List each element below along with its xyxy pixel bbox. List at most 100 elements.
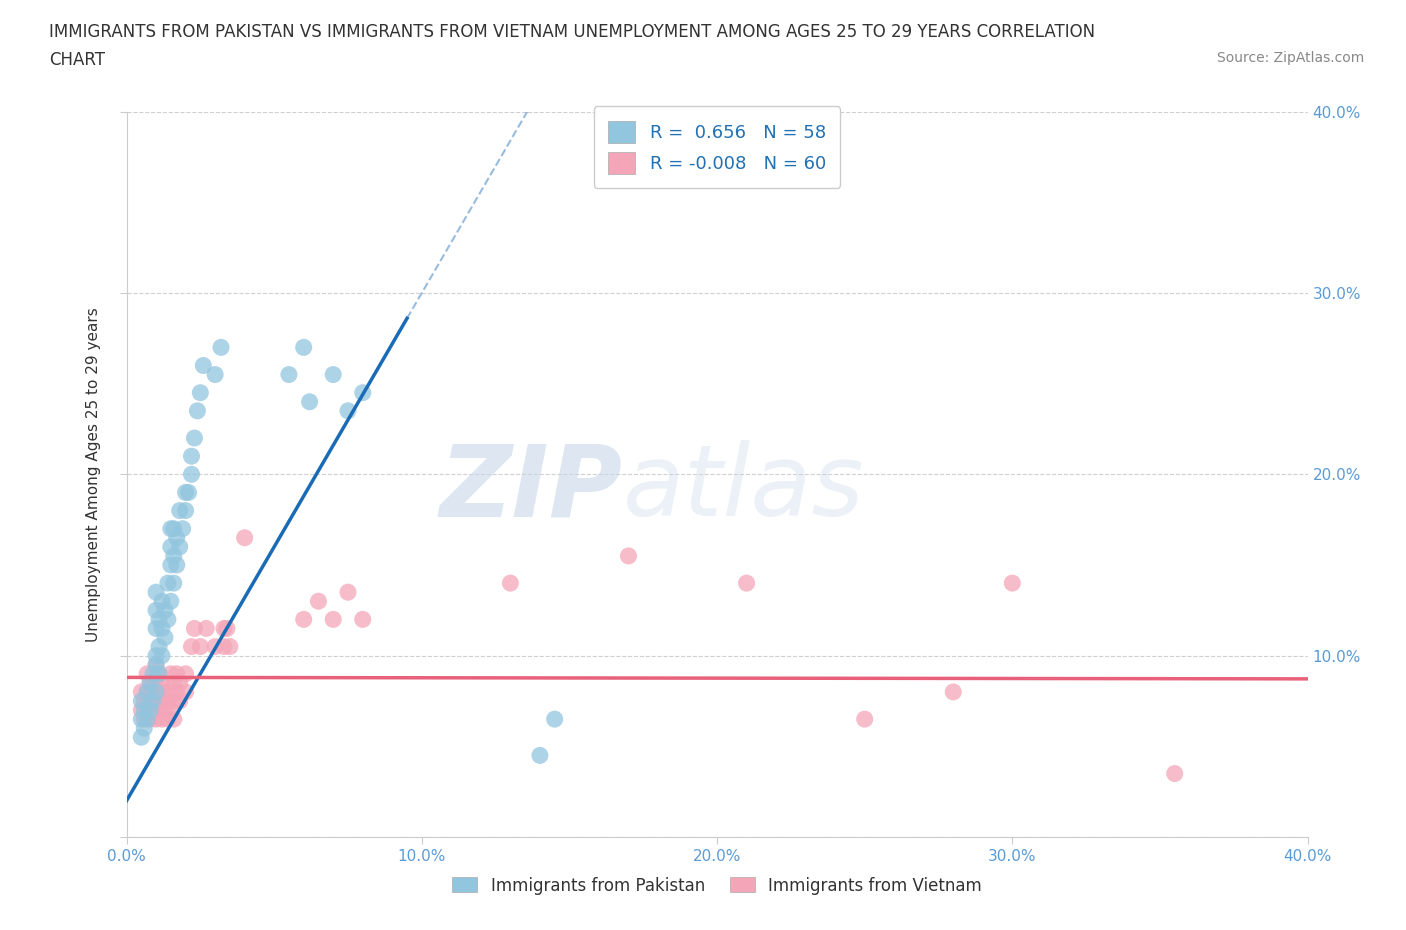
Point — [148, 684, 170, 699]
Point — [136, 684, 159, 699]
Point — [163, 576, 186, 591]
Point — [134, 703, 156, 718]
Point — [145, 658, 167, 672]
Point — [352, 385, 374, 400]
Point — [148, 612, 170, 627]
Point — [145, 694, 167, 709]
Point — [172, 521, 194, 536]
Point — [156, 576, 179, 591]
Point — [150, 594, 173, 609]
Point — [174, 667, 197, 682]
Point — [150, 675, 173, 690]
Point — [212, 639, 235, 654]
Point — [219, 639, 242, 654]
Point — [129, 711, 153, 726]
Point — [153, 603, 176, 618]
Point — [153, 684, 176, 699]
Point — [337, 585, 360, 600]
Point — [298, 394, 321, 409]
Point — [169, 675, 191, 690]
Point — [188, 639, 212, 654]
Point — [163, 694, 186, 709]
Point — [160, 703, 183, 718]
Point — [180, 467, 202, 482]
Point — [139, 703, 162, 718]
Point — [148, 667, 170, 682]
Point — [145, 585, 167, 600]
Point — [156, 612, 179, 627]
Point — [139, 694, 162, 709]
Text: CHART: CHART — [49, 51, 105, 69]
Point — [174, 503, 197, 518]
Point — [186, 404, 208, 418]
Point — [160, 521, 183, 536]
Point — [215, 621, 238, 636]
Point — [129, 684, 153, 699]
Point — [142, 667, 165, 682]
Point — [134, 711, 156, 726]
Point — [148, 703, 170, 718]
Point — [163, 711, 186, 726]
Point — [499, 576, 522, 591]
Point — [180, 639, 202, 654]
Point — [153, 631, 176, 645]
Point — [337, 404, 360, 418]
Point — [136, 667, 159, 682]
Point — [129, 694, 153, 709]
Point — [145, 658, 167, 672]
Point — [212, 621, 235, 636]
Point — [160, 594, 183, 609]
Point — [145, 684, 167, 699]
Point — [166, 684, 188, 699]
Point — [183, 621, 205, 636]
Point — [163, 521, 186, 536]
Point — [145, 621, 167, 636]
Point — [166, 667, 188, 682]
Point — [166, 530, 188, 545]
Point — [134, 721, 156, 736]
Text: Source: ZipAtlas.com: Source: ZipAtlas.com — [1216, 51, 1364, 65]
Point — [145, 675, 167, 690]
Point — [1164, 766, 1187, 781]
Point — [163, 549, 186, 564]
Point — [209, 340, 232, 355]
Point — [134, 694, 156, 709]
Point — [529, 748, 551, 763]
Point — [204, 367, 226, 382]
Point — [160, 684, 183, 699]
Point — [142, 694, 165, 709]
Point — [233, 530, 256, 545]
Point — [292, 612, 315, 627]
Point — [169, 503, 191, 518]
Point — [129, 703, 153, 718]
Point — [148, 667, 170, 682]
Point — [193, 358, 215, 373]
Point — [150, 711, 173, 726]
Point — [136, 684, 159, 699]
Point — [156, 694, 179, 709]
Point — [163, 675, 186, 690]
Text: ZIP: ZIP — [440, 440, 623, 538]
Point — [308, 594, 330, 609]
Point — [188, 385, 212, 400]
Point — [142, 703, 165, 718]
Point — [617, 549, 640, 564]
Point — [174, 485, 197, 500]
Point — [735, 576, 758, 591]
Point — [136, 711, 159, 726]
Point — [136, 703, 159, 718]
Point — [352, 612, 374, 627]
Point — [853, 711, 876, 726]
Point — [139, 675, 162, 690]
Point — [156, 711, 179, 726]
Text: atlas: atlas — [623, 440, 865, 538]
Point — [150, 648, 173, 663]
Point — [139, 675, 162, 690]
Point — [177, 485, 200, 500]
Point — [195, 621, 218, 636]
Point — [292, 340, 315, 355]
Point — [180, 449, 202, 464]
Text: IMMIGRANTS FROM PAKISTAN VS IMMIGRANTS FROM VIETNAM UNEMPLOYMENT AMONG AGES 25 T: IMMIGRANTS FROM PAKISTAN VS IMMIGRANTS F… — [49, 23, 1095, 41]
Point — [174, 684, 197, 699]
Point — [1001, 576, 1024, 591]
